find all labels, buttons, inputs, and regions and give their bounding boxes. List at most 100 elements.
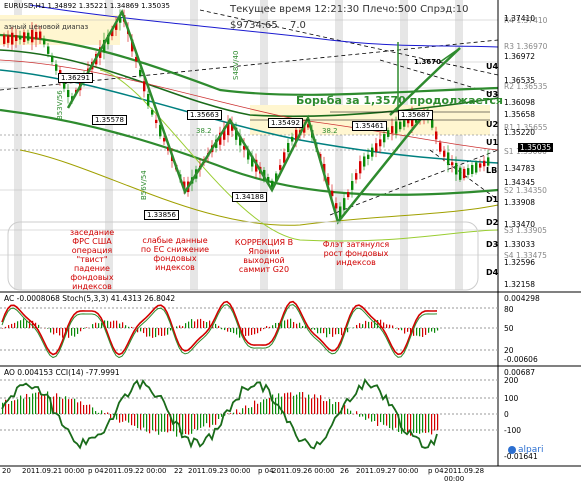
ao-bar [260, 402, 261, 414]
ao-bar [26, 394, 27, 414]
ac-bar [17, 321, 18, 328]
level-mark: D3 [486, 240, 498, 249]
ac-bar [56, 328, 57, 333]
candle-body [467, 168, 469, 175]
candle-body [27, 33, 29, 41]
ao-bar [107, 412, 108, 414]
ac-bar [107, 321, 108, 328]
candle-body [379, 139, 381, 146]
ac-bar [257, 328, 258, 333]
ao-bar [317, 398, 318, 414]
ac-bar [20, 320, 21, 328]
price-box: 1.33856 [144, 210, 179, 220]
ac-bar [353, 327, 354, 328]
ac-bar [263, 328, 264, 329]
ac-bar [365, 321, 366, 328]
indicator1-axis: 0.004298 80 50 20 -0.00606 [498, 292, 581, 366]
ao-bar [326, 401, 327, 414]
fib-382-b: 38.2 [322, 127, 338, 135]
ao-bar [374, 414, 375, 421]
ao-bar [56, 393, 57, 414]
ac-bar [326, 328, 327, 337]
ao-bar [272, 395, 273, 414]
ao-bar [251, 407, 252, 414]
ao-bar [209, 414, 210, 427]
ac-bar [50, 328, 51, 333]
ao-bar [437, 414, 438, 430]
price-box: 1.35578 [92, 115, 127, 125]
indicator1-label: AC -0.0008068 Stoch(5,3,3) 41.4313 26.80… [4, 294, 175, 303]
ac-bar [221, 328, 222, 329]
ac-bar [62, 328, 63, 338]
ao-bar [254, 401, 255, 414]
ac-bar [203, 321, 204, 328]
ac-bar [95, 323, 96, 328]
ac-bar [5, 327, 6, 328]
ao-bar [125, 414, 126, 421]
ao-bar [23, 399, 24, 414]
ao-bar [365, 414, 366, 420]
ao-bar [158, 414, 159, 435]
candle-body [431, 120, 433, 128]
ao-bar [185, 414, 186, 434]
ac-bar [227, 328, 228, 332]
ac-bar [395, 328, 396, 329]
ao-bar [296, 395, 297, 414]
ac-bar [83, 328, 84, 329]
ac-bar [347, 328, 348, 332]
ao-bar [389, 414, 390, 428]
ac-bar [8, 325, 9, 328]
ao-bar [89, 405, 90, 414]
ac-bar [383, 322, 384, 328]
candle-body [343, 198, 345, 209]
ac-bar [311, 328, 312, 329]
ao-bar [95, 411, 96, 414]
ac-bar [161, 328, 162, 336]
ao-bar [83, 405, 84, 414]
candle-body [371, 148, 373, 157]
ao-bar [149, 414, 150, 433]
ao-bar [287, 393, 288, 414]
ao-bar [266, 399, 267, 414]
ac-bar [431, 328, 432, 332]
candle-body [395, 121, 397, 133]
candle-body [459, 168, 461, 180]
ac-bar [374, 320, 375, 328]
candle-body [31, 30, 33, 42]
level-mark: U2 [486, 120, 498, 129]
ac-bar [269, 327, 270, 328]
candle-body [435, 131, 437, 139]
ac-bar [47, 328, 48, 329]
ao-bar [140, 414, 141, 430]
ac-bar [14, 323, 15, 328]
ac-bar [332, 328, 333, 337]
ac-bar [290, 319, 291, 328]
ao-bar [242, 408, 243, 414]
candle-body [51, 56, 53, 62]
candle-body [363, 156, 365, 166]
target-label: 1.3670 [414, 58, 441, 66]
candle-body [391, 126, 393, 133]
ao-bar [329, 399, 330, 414]
ao-bar [155, 414, 156, 431]
ac-bar [299, 323, 300, 328]
ao-bar [29, 397, 30, 414]
candle-body [399, 122, 401, 129]
ac-bar [425, 328, 426, 335]
ao-bar [350, 411, 351, 414]
ao-bar [377, 414, 378, 426]
ao-bar [311, 398, 312, 414]
ac-bar [407, 328, 408, 332]
ao-bar [284, 393, 285, 414]
ao-bar [431, 414, 432, 434]
candle-body [55, 64, 57, 71]
ac-bar [386, 324, 387, 328]
ac-bar [2, 328, 3, 329]
ao-bar [11, 401, 12, 414]
ao-bar [299, 392, 300, 414]
candle-body [291, 137, 293, 142]
ao-bar [302, 392, 303, 414]
ao-bar [257, 404, 258, 414]
ao-bar [20, 396, 21, 414]
level-mark: D1 [486, 195, 498, 204]
